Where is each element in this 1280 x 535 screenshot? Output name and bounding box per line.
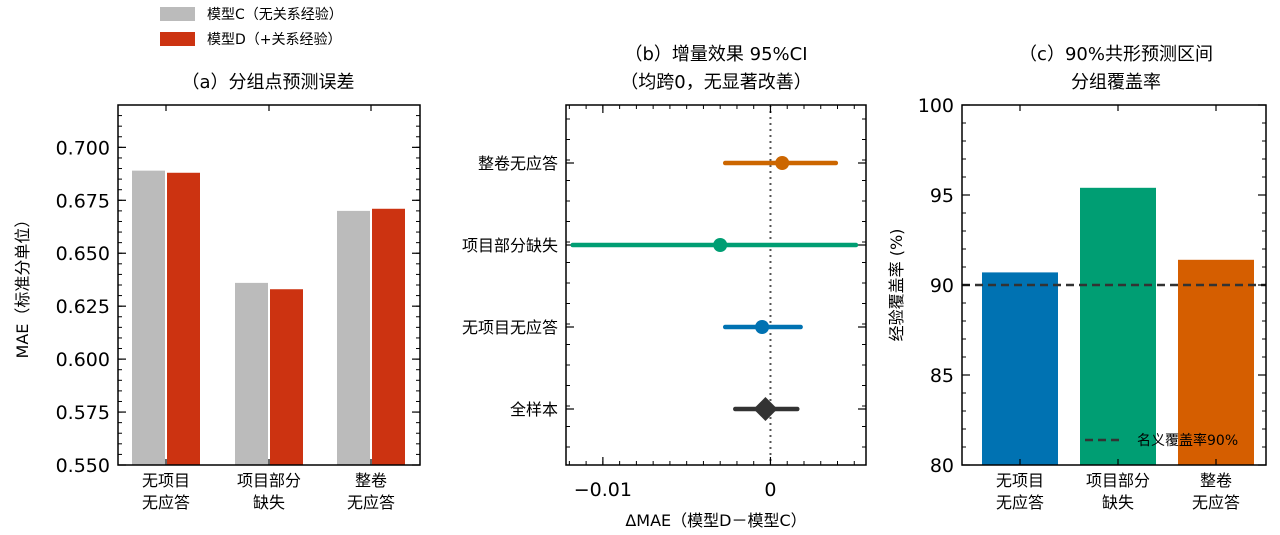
panel-c-bars xyxy=(982,187,1254,466)
x-tick-label: 缺失 xyxy=(1102,493,1134,512)
x-tick-label: −0.01 xyxy=(574,479,632,501)
bar xyxy=(132,170,165,465)
y-tick-label: 90 xyxy=(930,275,954,297)
y-tick-label: 0.700 xyxy=(56,137,110,159)
y-tick-label: 全样本 xyxy=(510,400,558,419)
legend-swatch-model-c xyxy=(160,7,195,21)
point-estimate xyxy=(755,320,770,334)
bar xyxy=(982,272,1058,465)
x-tick-label: 整卷 xyxy=(1200,471,1232,490)
y-tick-label: 项目部分缺失 xyxy=(462,236,558,255)
panel-b-title: （b）增量效果 95%CI xyxy=(624,44,807,65)
plot-frame xyxy=(565,104,867,466)
panel-c-title: （c）90%共形预测区间 xyxy=(1019,44,1213,65)
panel-b: （b）增量效果 95%CI （均跨0，无显著改善） −0.01 0 整卷无应答项目部… xyxy=(462,44,867,530)
y-tick-label: 0.650 xyxy=(56,243,110,265)
bar xyxy=(270,289,303,465)
point-estimate xyxy=(775,156,790,170)
y-tick-label: 0.675 xyxy=(56,190,110,212)
legend-label-model-c: 模型C（无关系经验） xyxy=(207,7,343,23)
bar xyxy=(1080,187,1156,466)
y-tick-label: 整卷无应答 xyxy=(478,154,558,173)
panel-b-marks xyxy=(570,156,859,421)
x-tick-label: 无项目 xyxy=(996,471,1044,490)
y-tick-label: 无项目无应答 xyxy=(462,318,558,337)
panel-c: （c）90%共形预测区间 分组覆盖率 无项目无应答 项目部分缺失 整卷无应答 80 85… xyxy=(887,44,1267,512)
x-tick-label: 整卷 xyxy=(355,471,387,490)
x-tick-label: 无应答 xyxy=(142,493,190,512)
x-tick-label: 无应答 xyxy=(347,493,395,512)
point-estimate xyxy=(713,238,728,252)
x-tick-label: 项目部分 xyxy=(237,471,301,490)
y-tick-label: 95 xyxy=(930,185,954,207)
panel-c-legend-label: 名义覆盖率90% xyxy=(1137,432,1238,449)
legend-label-model-d: 模型D（+关系经验） xyxy=(207,32,342,48)
panel-b-subtitle: （均跨0，无显著改善） xyxy=(620,72,811,93)
y-tick-label: 0.600 xyxy=(56,349,110,371)
panel-a-bars xyxy=(132,170,405,465)
panel-c-y-axis-label: 经验覆盖率 (%) xyxy=(887,229,906,342)
panel-a: （a）分组点预测误差 无项目无应答 项目部分缺失 整卷无应答 0.550 0.575 0.… xyxy=(13,72,421,512)
y-tick-label: 0.625 xyxy=(56,296,110,318)
panel-a-axes: 无项目无应答 项目部分缺失 整卷无应答 0.550 0.575 0.600 0.625 0.6… xyxy=(56,104,421,512)
bar xyxy=(372,208,405,465)
point-estimate-diamond xyxy=(753,397,778,421)
y-tick-label: 80 xyxy=(930,455,954,477)
panel-c-subtitle: 分组覆盖率 xyxy=(1071,72,1161,93)
panel-c-legend: 名义覆盖率90% xyxy=(1085,432,1238,449)
figure-legend: 模型C（无关系经验） 模型D（+关系经验） xyxy=(160,7,343,48)
panel-a-y-axis-label: MAE（标准分单位） xyxy=(13,212,32,359)
y-tick-label: 0.550 xyxy=(56,455,110,477)
x-tick-label: 项目部分 xyxy=(1086,471,1150,490)
bar xyxy=(337,210,370,465)
y-tick-label: 100 xyxy=(918,95,954,117)
legend-swatch-model-d xyxy=(160,32,195,46)
bar xyxy=(1178,259,1254,465)
x-tick-label: 0 xyxy=(764,479,776,501)
y-tick-label: 85 xyxy=(930,365,954,387)
bar xyxy=(167,172,200,465)
panel-c-axes: 无项目无应答 项目部分缺失 整卷无应答 80 85 90 95 100 xyxy=(918,95,1267,512)
x-tick-label: 无应答 xyxy=(1192,493,1240,512)
y-tick-label: 0.575 xyxy=(56,402,110,424)
panel-b-x-axis-label: ΔMAE（模型D－模型C） xyxy=(625,511,806,530)
x-tick-label: 无应答 xyxy=(996,493,1044,512)
bar xyxy=(235,282,268,465)
x-tick-label: 无项目 xyxy=(142,471,190,490)
panel-a-title: （a）分组点预测误差 xyxy=(181,72,354,93)
x-tick-label: 缺失 xyxy=(253,493,285,512)
